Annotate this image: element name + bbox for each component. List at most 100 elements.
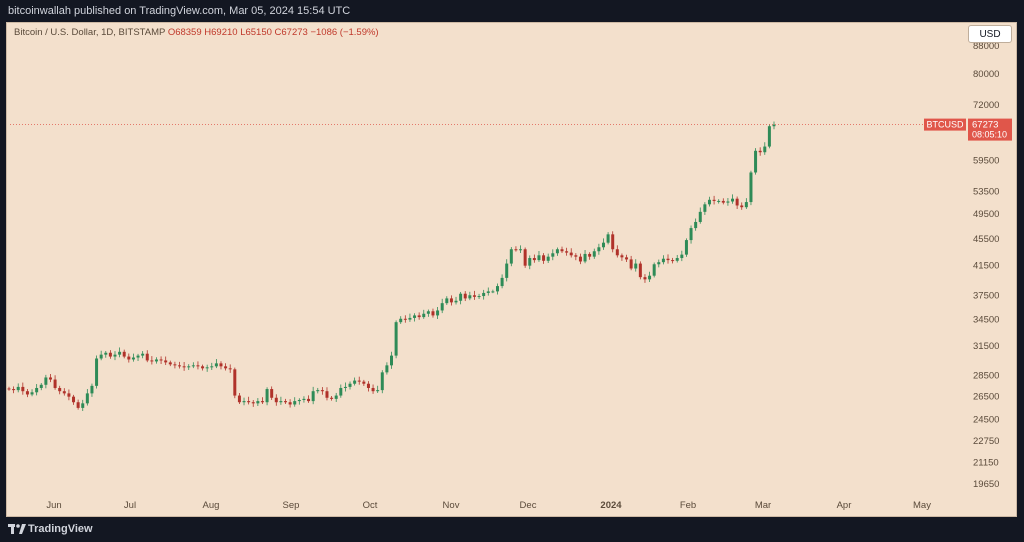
candle [284,398,288,404]
candle [62,388,66,396]
price-tick-label: 19650 [973,479,999,490]
candle [542,253,546,264]
candle [12,386,16,394]
candle-body [611,234,615,250]
legend-symbol: Bitcoin / U.S. Dollar, 1D, BITSTAMP [14,27,166,38]
candle-body [201,366,205,369]
candle-body [233,369,237,396]
candle-body [67,393,71,397]
price-tick-label: 24500 [973,415,999,426]
candle [574,253,578,261]
price-tick-label: 88000 [973,41,999,52]
candle-body [509,249,513,264]
candle-body [519,249,523,251]
candle-body [58,387,62,392]
candle [583,250,587,264]
candle [689,225,693,244]
candle-body [767,126,771,147]
time-tick-label: Jun [46,500,61,511]
candle-body [588,253,592,257]
candle-body [472,295,476,297]
candle-body [173,364,177,366]
candle-body [652,264,656,276]
time-tick-label: Oct [363,500,378,511]
candle-body [712,199,716,201]
candle-body [113,354,117,357]
candle [698,207,702,224]
candle [16,383,20,393]
candle-body [320,390,324,392]
time-tick-label: May [913,500,931,511]
candle [76,399,80,410]
candle [30,389,34,397]
candle-body [362,381,366,384]
candle [712,195,716,205]
candle [307,395,311,403]
candle-body [325,391,329,398]
candle [233,367,237,399]
candle-body [311,391,315,402]
candle [726,198,730,206]
candle-body [565,251,569,253]
candle-body [219,363,223,367]
candle-body [486,291,490,293]
price-axis: 8800080000720006500059500535004950045500… [973,41,999,490]
candle [279,396,283,405]
candle [495,283,499,295]
candle-body [95,358,99,386]
candle [426,309,430,317]
candle [749,170,753,206]
candle [413,313,417,322]
candle-body [726,201,730,203]
candle-body [385,365,389,373]
candle [270,386,274,400]
candle [48,373,52,383]
price-tick-label: 28500 [973,370,999,381]
candle-body [168,362,172,365]
candle-body [270,389,274,398]
candle-body [260,401,264,403]
candle-body [39,384,43,388]
candle [767,124,771,149]
candle [228,364,232,373]
candle-body [583,253,587,262]
candle [362,379,366,386]
price-tick-label: 72000 [973,100,999,111]
candle [334,392,338,402]
candle-body [491,291,495,293]
candle [390,351,393,369]
candle [555,247,559,256]
candle-body [735,198,739,206]
candle [532,254,536,263]
candle-body [454,300,458,303]
candle-body [127,356,131,360]
candle [763,142,767,155]
price-tick-label: 34500 [973,315,999,326]
candle [638,261,642,280]
candle-body [717,200,721,202]
candle-body [740,205,744,208]
candle [735,196,739,209]
candle-body [104,352,108,355]
candle-body [150,360,154,362]
candle [707,196,711,207]
candle [256,398,260,406]
candle [81,399,85,411]
candle-body [81,403,85,408]
candle [717,199,721,204]
candle-body [7,388,11,390]
currency-button[interactable]: USD [968,25,1012,43]
candle [440,298,444,314]
candle [431,308,435,318]
candle-body [560,249,564,252]
candle-body [182,366,186,368]
candle-body [205,367,209,369]
chart-panel[interactable] [6,22,1017,517]
candle [468,291,472,301]
candle [597,243,601,255]
candle-body [629,259,633,269]
candle-body [703,204,707,212]
candle [537,250,541,262]
candle-body [62,391,66,394]
